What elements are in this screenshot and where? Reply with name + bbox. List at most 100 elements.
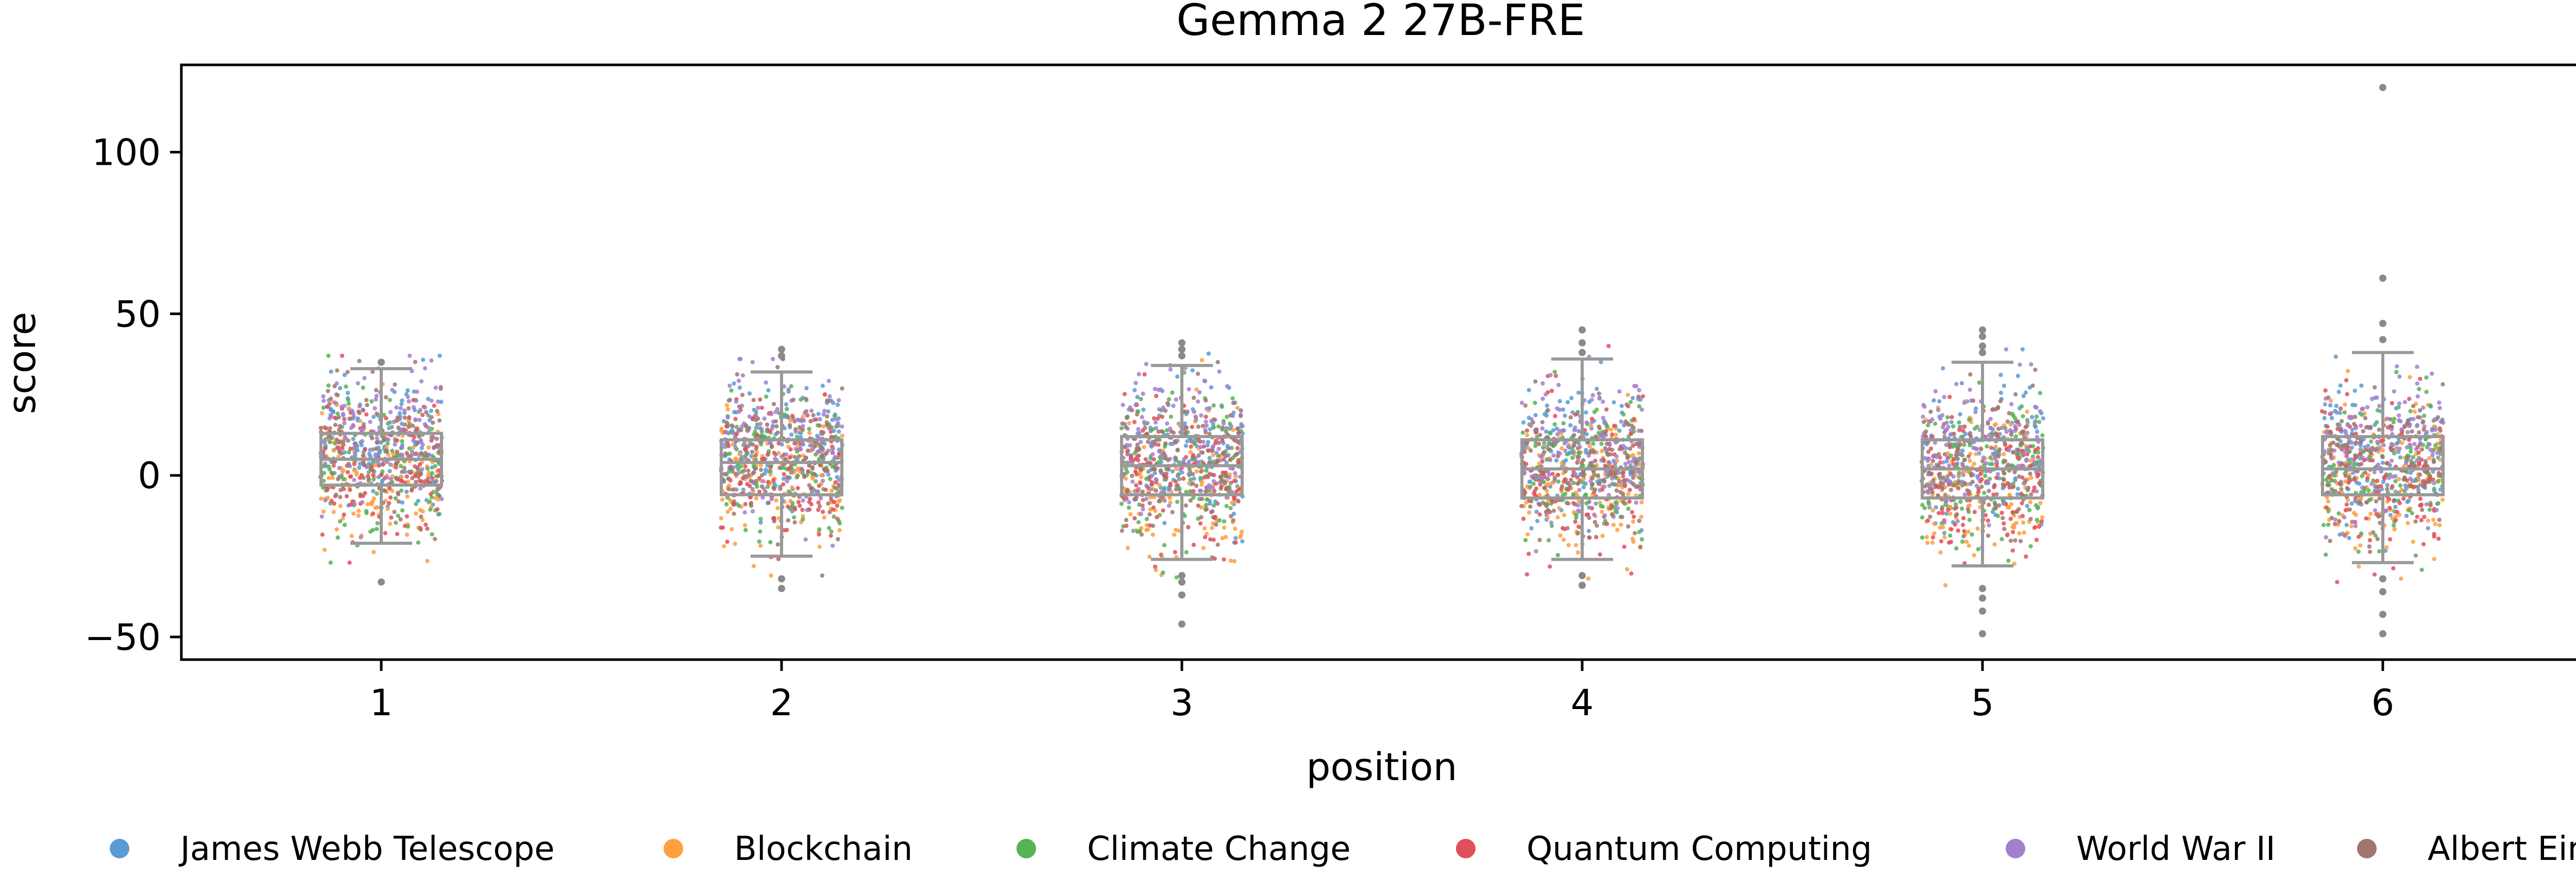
data-point xyxy=(1151,457,1156,462)
data-point xyxy=(743,528,748,532)
data-point xyxy=(2417,430,2421,435)
data-point xyxy=(758,468,764,472)
data-point xyxy=(321,478,326,484)
data-point xyxy=(2032,420,2037,425)
data-point xyxy=(1961,428,1965,433)
data-point xyxy=(352,478,357,482)
data-point xyxy=(2326,395,2331,400)
data-point xyxy=(1202,378,1207,383)
data-point xyxy=(1126,460,1131,465)
data-point xyxy=(335,535,340,540)
data-point xyxy=(759,484,765,489)
data-point xyxy=(2354,440,2359,445)
data-point xyxy=(429,408,433,413)
data-point xyxy=(1623,461,1628,467)
data-point xyxy=(792,520,797,525)
data-point xyxy=(1953,506,1957,511)
outlier-point xyxy=(1178,620,1185,628)
data-point xyxy=(1149,473,1155,478)
data-point xyxy=(1996,454,2001,459)
data-point xyxy=(1540,420,1545,425)
data-point xyxy=(1196,399,1200,404)
data-point xyxy=(2431,517,2436,522)
data-point xyxy=(831,446,836,451)
data-point xyxy=(1233,536,1238,541)
data-point xyxy=(1193,415,1198,419)
data-point xyxy=(1942,535,1947,540)
legend-entry: Climate Change xyxy=(1016,830,1351,868)
data-point xyxy=(426,477,430,481)
data-point xyxy=(1571,450,1576,454)
data-point xyxy=(2359,531,2364,536)
data-point xyxy=(1124,425,1128,429)
data-point xyxy=(2419,457,2424,462)
data-point xyxy=(2388,424,2393,428)
data-point xyxy=(1626,460,1631,464)
data-point xyxy=(351,511,356,516)
data-point xyxy=(1970,479,1975,484)
data-point xyxy=(2337,410,2343,416)
data-point xyxy=(1122,496,1126,501)
data-point xyxy=(2352,422,2357,426)
data-point xyxy=(1538,482,1543,487)
data-point xyxy=(1200,450,1205,455)
outlier-point xyxy=(378,578,385,586)
data-point xyxy=(1566,501,1571,506)
data-point xyxy=(2347,477,2351,481)
data-point xyxy=(2377,446,2381,451)
data-point xyxy=(785,479,789,484)
data-point xyxy=(418,408,422,412)
data-point xyxy=(1551,428,1555,433)
data-point xyxy=(337,386,343,390)
plot-frame xyxy=(180,63,2576,661)
data-point xyxy=(2038,409,2043,413)
data-point xyxy=(2424,389,2429,394)
data-point xyxy=(728,465,733,470)
data-point xyxy=(1552,370,1557,374)
outlier-point xyxy=(778,352,785,359)
data-point xyxy=(1142,420,1146,424)
data-point xyxy=(1631,539,1636,544)
outlier-point xyxy=(778,584,785,592)
data-point xyxy=(2393,479,2398,484)
data-point xyxy=(816,507,821,512)
data-point xyxy=(2363,416,2368,421)
data-point xyxy=(1940,511,1945,515)
data-point xyxy=(2034,538,2039,542)
data-point xyxy=(793,446,798,451)
data-point xyxy=(1168,415,1173,419)
data-point xyxy=(1978,472,1983,476)
data-point xyxy=(1587,444,1592,448)
data-point xyxy=(334,492,338,497)
data-point xyxy=(2421,427,2426,432)
data-point xyxy=(2345,423,2350,427)
data-point xyxy=(837,498,842,503)
data-point xyxy=(2358,543,2363,548)
data-point xyxy=(766,388,771,393)
data-point xyxy=(1960,523,1965,527)
data-point xyxy=(2387,506,2392,510)
data-point xyxy=(806,448,810,453)
data-point xyxy=(1628,488,1632,492)
data-point xyxy=(731,469,735,474)
data-point xyxy=(2391,442,2396,447)
data-point xyxy=(2432,532,2436,537)
data-point xyxy=(1605,472,1610,477)
data-point xyxy=(2356,549,2361,554)
data-point xyxy=(1973,409,1978,415)
data-point xyxy=(2377,549,2382,554)
data-point xyxy=(1220,438,1225,443)
data-point xyxy=(2025,430,2030,435)
data-point xyxy=(1974,446,1979,452)
data-point xyxy=(775,542,781,547)
data-point xyxy=(1209,510,1214,514)
data-point xyxy=(2036,472,2041,477)
data-point xyxy=(2013,478,2018,482)
data-point xyxy=(1157,437,1162,442)
data-point xyxy=(1154,567,1158,573)
data-point xyxy=(1224,504,1229,508)
data-point xyxy=(1551,453,1556,458)
data-point xyxy=(790,468,795,473)
data-point xyxy=(2395,364,2399,369)
data-point xyxy=(1212,473,1216,477)
